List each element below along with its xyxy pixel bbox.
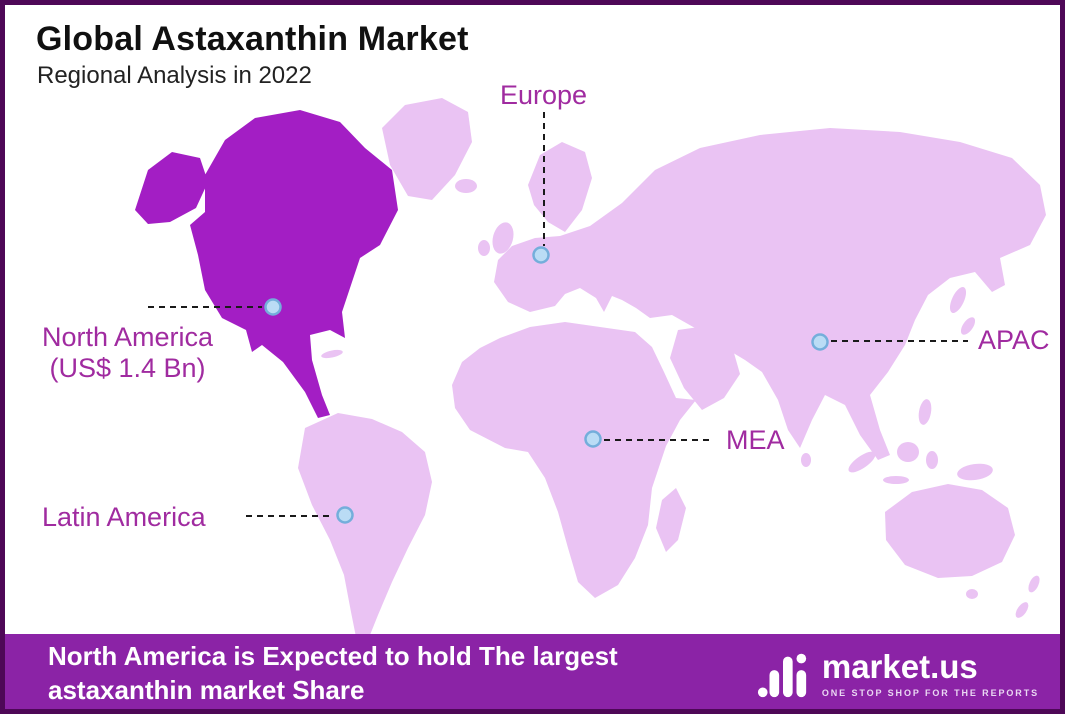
- region-java: [883, 476, 909, 484]
- latin-america-marker-dot: [336, 506, 354, 524]
- brand-tagline: ONE STOP SHOP FOR THE REPORTS: [821, 688, 1039, 698]
- region-africa: [452, 322, 696, 598]
- region-new-zealand-north: [1028, 575, 1040, 593]
- region-label-north-america-name: North America: [41, 322, 214, 352]
- banner-line-2: astaxanthin market Share: [48, 675, 365, 705]
- region-cuba: [321, 349, 343, 359]
- highlight-region-group: [135, 110, 398, 418]
- brand-logo: market.us ONE STOP SHOP FOR THE REPORTS: [756, 647, 1039, 701]
- region-label-mea: MEA: [726, 425, 785, 455]
- region-japan-south: [960, 317, 976, 335]
- region-eurasia: [494, 128, 1046, 460]
- region-label-north-america-value: (US$ 1.4 Bn): [49, 353, 206, 383]
- region-north-america: [190, 110, 398, 418]
- region-arabia: [670, 326, 740, 410]
- bottom-banner: North America is Expected to hold The la…: [0, 634, 1065, 714]
- region-greenland: [382, 98, 472, 200]
- region-iceland: [455, 179, 477, 193]
- region-label-apac: APAC: [978, 325, 1050, 355]
- apac-marker-dot: [811, 333, 829, 351]
- region-alaska: [135, 152, 208, 224]
- region-label-europe: Europe: [500, 80, 588, 110]
- page-subtitle: Regional Analysis in 2022: [37, 62, 312, 89]
- brand-logo-text: market.us ONE STOP SHOP FOR THE REPORTS: [822, 650, 1039, 698]
- region-sri-lanka: [801, 453, 811, 467]
- region-philippines: [918, 399, 932, 425]
- region-ireland: [478, 240, 490, 256]
- light-regions-group: [298, 98, 1046, 642]
- region-madagascar: [656, 488, 686, 552]
- page-title: Global Astaxanthin Market: [36, 20, 469, 58]
- region-south-america: [298, 413, 432, 642]
- region-japan-north: [949, 287, 967, 313]
- europe-marker-dot: [532, 246, 550, 264]
- region-tasmania: [966, 589, 978, 599]
- region-sumatra: [848, 451, 876, 473]
- leader-lines-group: [148, 112, 968, 517]
- region-new-zealand-south: [1015, 602, 1029, 618]
- market-us-logo-icon: [757, 653, 807, 698]
- region-new-guinea: [957, 463, 993, 481]
- mea-marker-dot: [584, 430, 602, 448]
- banner-text: North America is Expected to hold The la…: [0, 640, 618, 708]
- north-america-marker-dot: [264, 298, 282, 316]
- region-label-latin-america: Latin America: [42, 502, 206, 532]
- banner-line-1: North America is Expected to hold The la…: [48, 641, 618, 672]
- region-sulawesi: [926, 451, 938, 469]
- region-borneo: [897, 442, 919, 462]
- region-label-north-america: North America (US$ 1.4 Bn): [20, 322, 235, 384]
- region-scandinavia: [528, 142, 592, 232]
- region-australia: [885, 484, 1015, 578]
- region-uk: [492, 222, 514, 254]
- brand-name: market.us: [821, 648, 978, 685]
- marker-dots-group: [264, 246, 829, 524]
